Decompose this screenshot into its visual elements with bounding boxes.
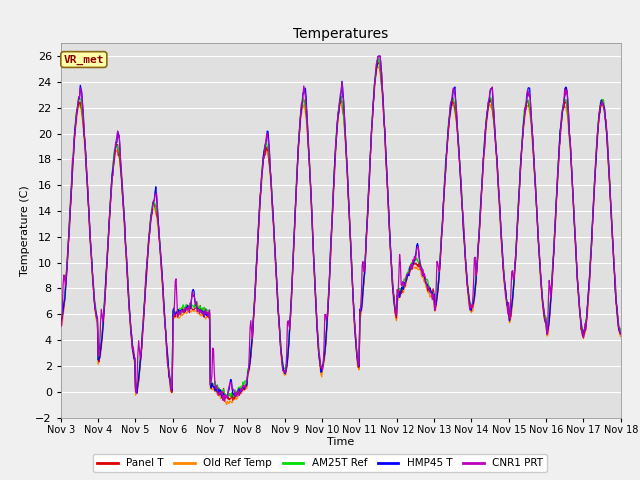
Text: VR_met: VR_met [63,54,104,65]
Title: Temperatures: Temperatures [293,27,388,41]
Y-axis label: Temperature (C): Temperature (C) [20,185,29,276]
Legend: Panel T, Old Ref Temp, AM25T Ref, HMP45 T, CNR1 PRT: Panel T, Old Ref Temp, AM25T Ref, HMP45 … [93,454,547,472]
X-axis label: Time: Time [327,437,355,447]
